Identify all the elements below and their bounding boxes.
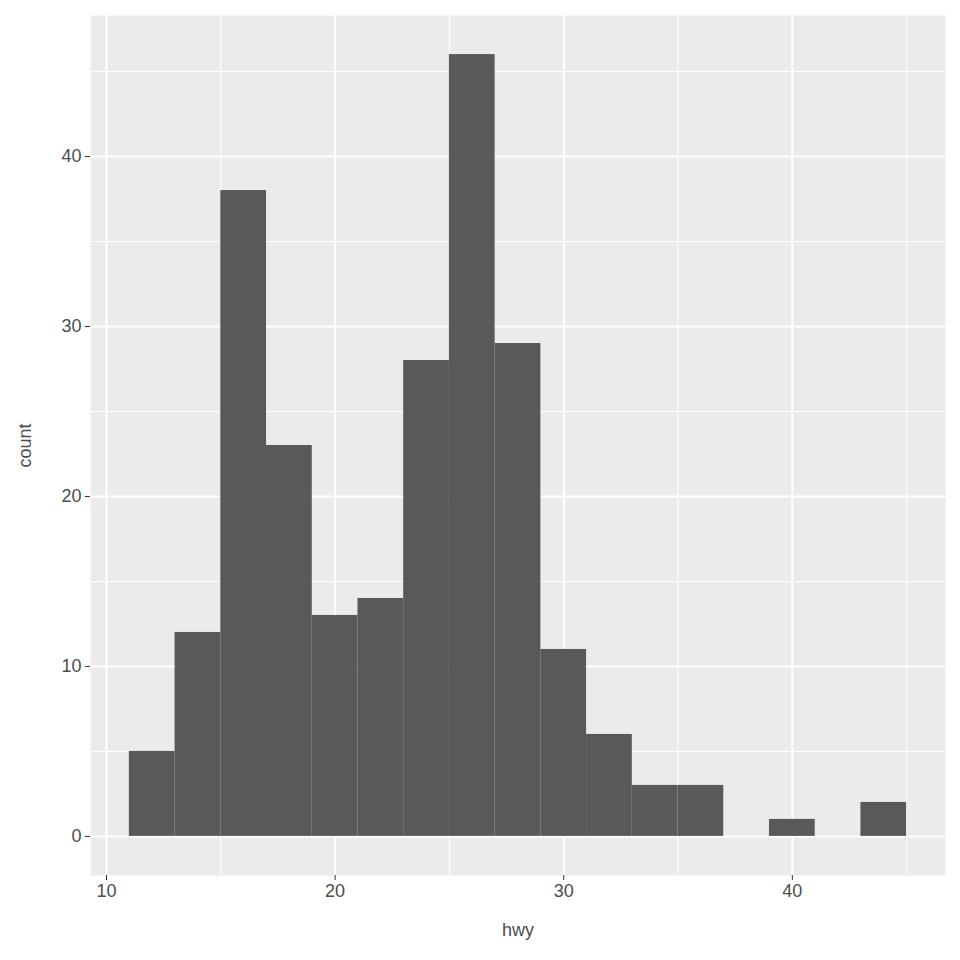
svg-text:40: 40	[782, 881, 802, 901]
svg-text:30: 30	[554, 881, 574, 901]
svg-text:0: 0	[71, 826, 81, 846]
svg-text:count: count	[15, 423, 35, 467]
svg-text:10: 10	[96, 881, 116, 901]
svg-text:30: 30	[61, 316, 81, 336]
svg-text:20: 20	[61, 486, 81, 506]
svg-text:40: 40	[61, 146, 81, 166]
svg-text:hwy: hwy	[502, 920, 534, 940]
svg-text:10: 10	[61, 656, 81, 676]
svg-text:20: 20	[325, 881, 345, 901]
